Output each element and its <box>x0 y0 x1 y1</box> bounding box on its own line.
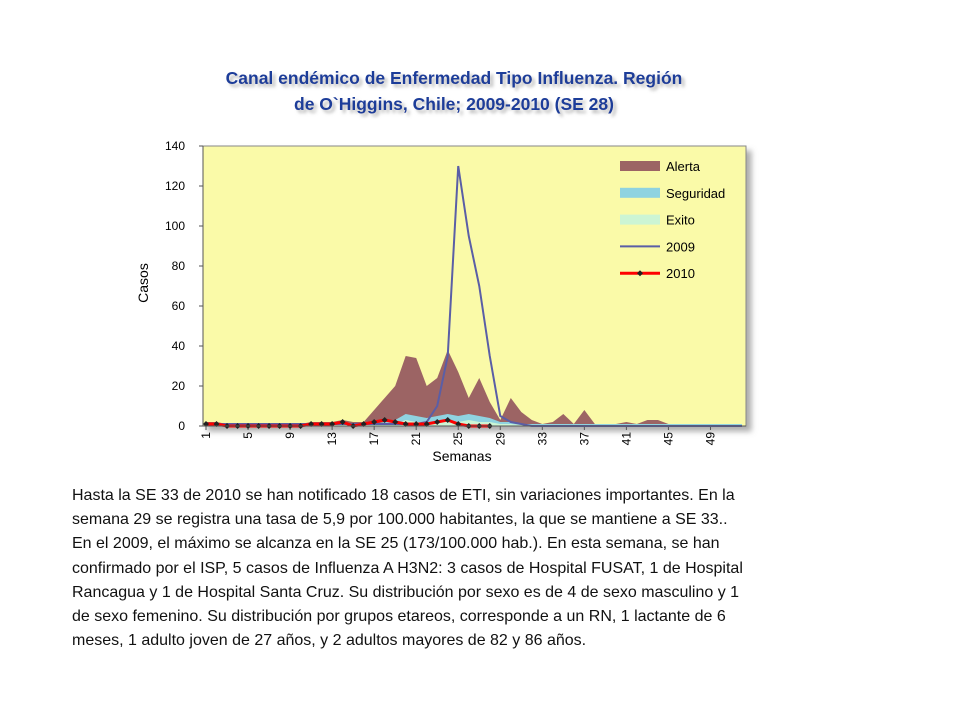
y-tick-label: 40 <box>172 339 186 353</box>
legend-swatch <box>620 214 660 225</box>
area <box>206 420 742 426</box>
x-axis-label: Semanas <box>432 448 491 464</box>
x-tick-label: 21 <box>409 432 423 446</box>
y-tick-label: 60 <box>172 299 186 313</box>
x-tick-label: 49 <box>703 432 717 446</box>
marks: 0 20 40 60 80 100 120 140 1 5 9 13 17 21 25 29 33 37 41 45 4… <box>165 139 746 445</box>
x-tick-label: 1 <box>199 432 213 439</box>
legend-swatch <box>620 161 660 171</box>
marker <box>444 417 451 423</box>
paragraph-line: semana 29 se registra una tasa de 5,9 po… <box>72 511 728 529</box>
area <box>206 414 742 426</box>
marker <box>339 419 346 425</box>
marker <box>392 419 399 425</box>
legend-label: Seguridad <box>666 186 725 201</box>
x-tick-label: 29 <box>493 432 507 446</box>
x-tick-label: 17 <box>367 432 381 446</box>
marker <box>381 417 388 423</box>
legend-label: Alerta <box>666 159 701 174</box>
legend-marker <box>637 270 643 277</box>
y-tick-label: 20 <box>172 379 186 393</box>
chart: Canal endémico de Enfermedad Tipo Influe… <box>135 68 747 464</box>
x-tick-label: 41 <box>619 432 633 446</box>
x-tick-label: 5 <box>241 432 255 439</box>
y-tick-label: 0 <box>178 419 185 433</box>
x-tick-label: 45 <box>661 432 675 446</box>
x-tick-label: 37 <box>577 432 591 446</box>
legend-label: Exito <box>666 213 695 228</box>
x-tick-label: 33 <box>535 432 549 446</box>
x-tick-label: 9 <box>283 432 297 439</box>
x-tick-label: 25 <box>451 432 465 446</box>
y-tick-label: 100 <box>165 219 185 233</box>
x-tick-label: 13 <box>325 432 339 446</box>
description: Hasta la SE 33 de 2010 se han notificado… <box>72 484 912 653</box>
y-tick-label: 80 <box>172 259 186 273</box>
legend-label: 2009 <box>666 239 695 254</box>
marker <box>371 419 378 425</box>
chart-title: Canal endémico de Enfermedad Tipo Influe… <box>226 68 683 88</box>
legend-label: 2010 <box>666 266 695 281</box>
y-tick-label: 140 <box>165 139 185 153</box>
chart-title: de O`Higgins, Chile; 2009-2010 (SE 28) <box>294 94 614 114</box>
y-axis-label: Casos <box>135 263 151 303</box>
paragraph-line: meses, 1 adulto joven de 27 años, y 2 ad… <box>72 632 587 650</box>
marker <box>434 419 441 425</box>
plot-area <box>202 145 747 427</box>
paragraph-line: confirmado por el ISP, 5 casos de Influe… <box>72 559 743 577</box>
paragraph-line: Hasta la SE 33 de 2010 se han notificado… <box>72 487 735 504</box>
y-tick-label: 120 <box>165 179 185 193</box>
area <box>206 350 742 426</box>
paragraph-line: de sexo femenino. Su distribución por gr… <box>72 608 726 626</box>
paragraph-line: En el 2009, el máximo se alcanza en la S… <box>72 535 720 553</box>
paragraph-line: Rancagua y 1 de Hospital Santa Cruz. Su … <box>72 583 740 601</box>
legend-swatch <box>620 187 660 198</box>
